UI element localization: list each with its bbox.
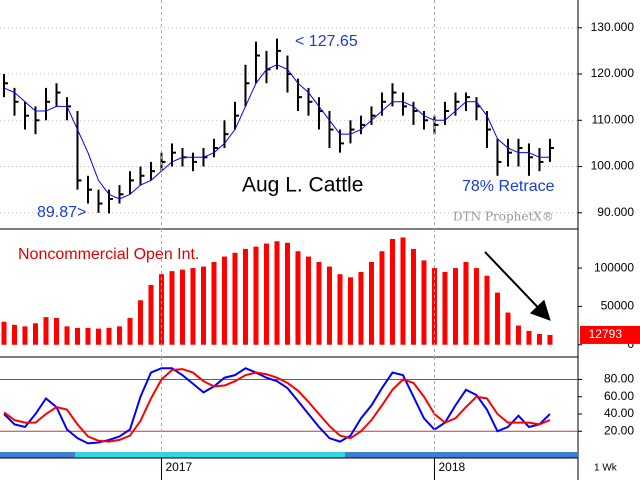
bar: [232, 252, 238, 345]
y-tick-label: 60.00: [604, 389, 634, 403]
trend-arrow: [484, 251, 551, 321]
bar: [253, 246, 259, 345]
y-tick-label: 40.00: [604, 406, 634, 420]
bar: [337, 274, 343, 345]
y-tick-label: 100.000: [591, 159, 635, 173]
bar: [148, 284, 154, 345]
bar: [410, 248, 416, 345]
annotation: 78% Retrace: [462, 178, 555, 195]
bar: [137, 300, 143, 345]
annotation: < 127.65: [295, 33, 358, 50]
bar: [463, 261, 469, 345]
annotation: 89.87>: [37, 204, 86, 221]
bar: [284, 242, 290, 345]
stochastic-line: [3, 367, 551, 445]
bar: [295, 251, 301, 345]
bar: [473, 268, 479, 345]
y-tick-label: 110.000: [592, 112, 635, 126]
bar: [263, 243, 269, 345]
bar: [85, 327, 91, 345]
bar: [526, 330, 532, 345]
x-tick-label: 2017: [165, 460, 192, 474]
time-strip: [75, 452, 345, 458]
bar: [347, 277, 353, 345]
bar: [358, 271, 364, 345]
y-tick-label: 130.000: [591, 20, 635, 34]
bar: [127, 317, 133, 345]
bar: [43, 317, 49, 345]
bar: [515, 325, 521, 345]
bar: [221, 256, 227, 345]
last-value-box: [580, 325, 640, 344]
bar: [32, 323, 38, 345]
bar: [442, 271, 448, 345]
y-tick-label: 50000: [601, 299, 635, 313]
bar: [11, 324, 17, 345]
bar: [22, 326, 28, 345]
bar: [547, 334, 553, 345]
bar: [200, 266, 206, 345]
interval-label: 1 Wk: [594, 463, 618, 474]
bar: [190, 268, 196, 345]
bar: [106, 327, 112, 345]
bar: [53, 317, 59, 345]
bar: [505, 312, 511, 345]
chart-title: Aug L. Cattle: [242, 174, 363, 197]
bar: [389, 238, 395, 345]
stochastic-line: [3, 368, 551, 443]
y-tick-label: 20.00: [604, 423, 634, 437]
moving-average: [3, 64, 550, 200]
y-tick-label: 120.000: [591, 66, 635, 80]
bar: [421, 260, 427, 345]
bar: [316, 261, 322, 345]
bar: [379, 251, 385, 345]
bar: [179, 269, 185, 345]
bar: [1, 321, 7, 345]
last-value-label: 12793: [589, 327, 623, 341]
bar: [74, 327, 80, 345]
y-tick-label: 80.00: [604, 372, 634, 386]
bar: [431, 268, 437, 345]
bar: [536, 334, 542, 345]
bar: [274, 241, 280, 345]
bar: [484, 275, 490, 345]
bar: [368, 261, 374, 345]
bar: [116, 326, 122, 345]
bar: [95, 328, 101, 345]
bar: [326, 266, 332, 345]
bar: [400, 237, 406, 345]
panel-title: Noncommercial Open Int.: [18, 246, 199, 263]
bar: [242, 248, 248, 345]
watermark: DTN ProphetX®: [453, 210, 554, 224]
bar: [305, 256, 311, 345]
bar: [452, 268, 458, 345]
x-tick-label: 2018: [438, 460, 465, 474]
bar: [211, 261, 217, 345]
bar: [64, 326, 70, 345]
bar: [169, 271, 175, 345]
y-tick-label: 100000: [594, 260, 634, 274]
bar: [494, 292, 500, 345]
y-tick-label: 90.000: [597, 205, 634, 219]
